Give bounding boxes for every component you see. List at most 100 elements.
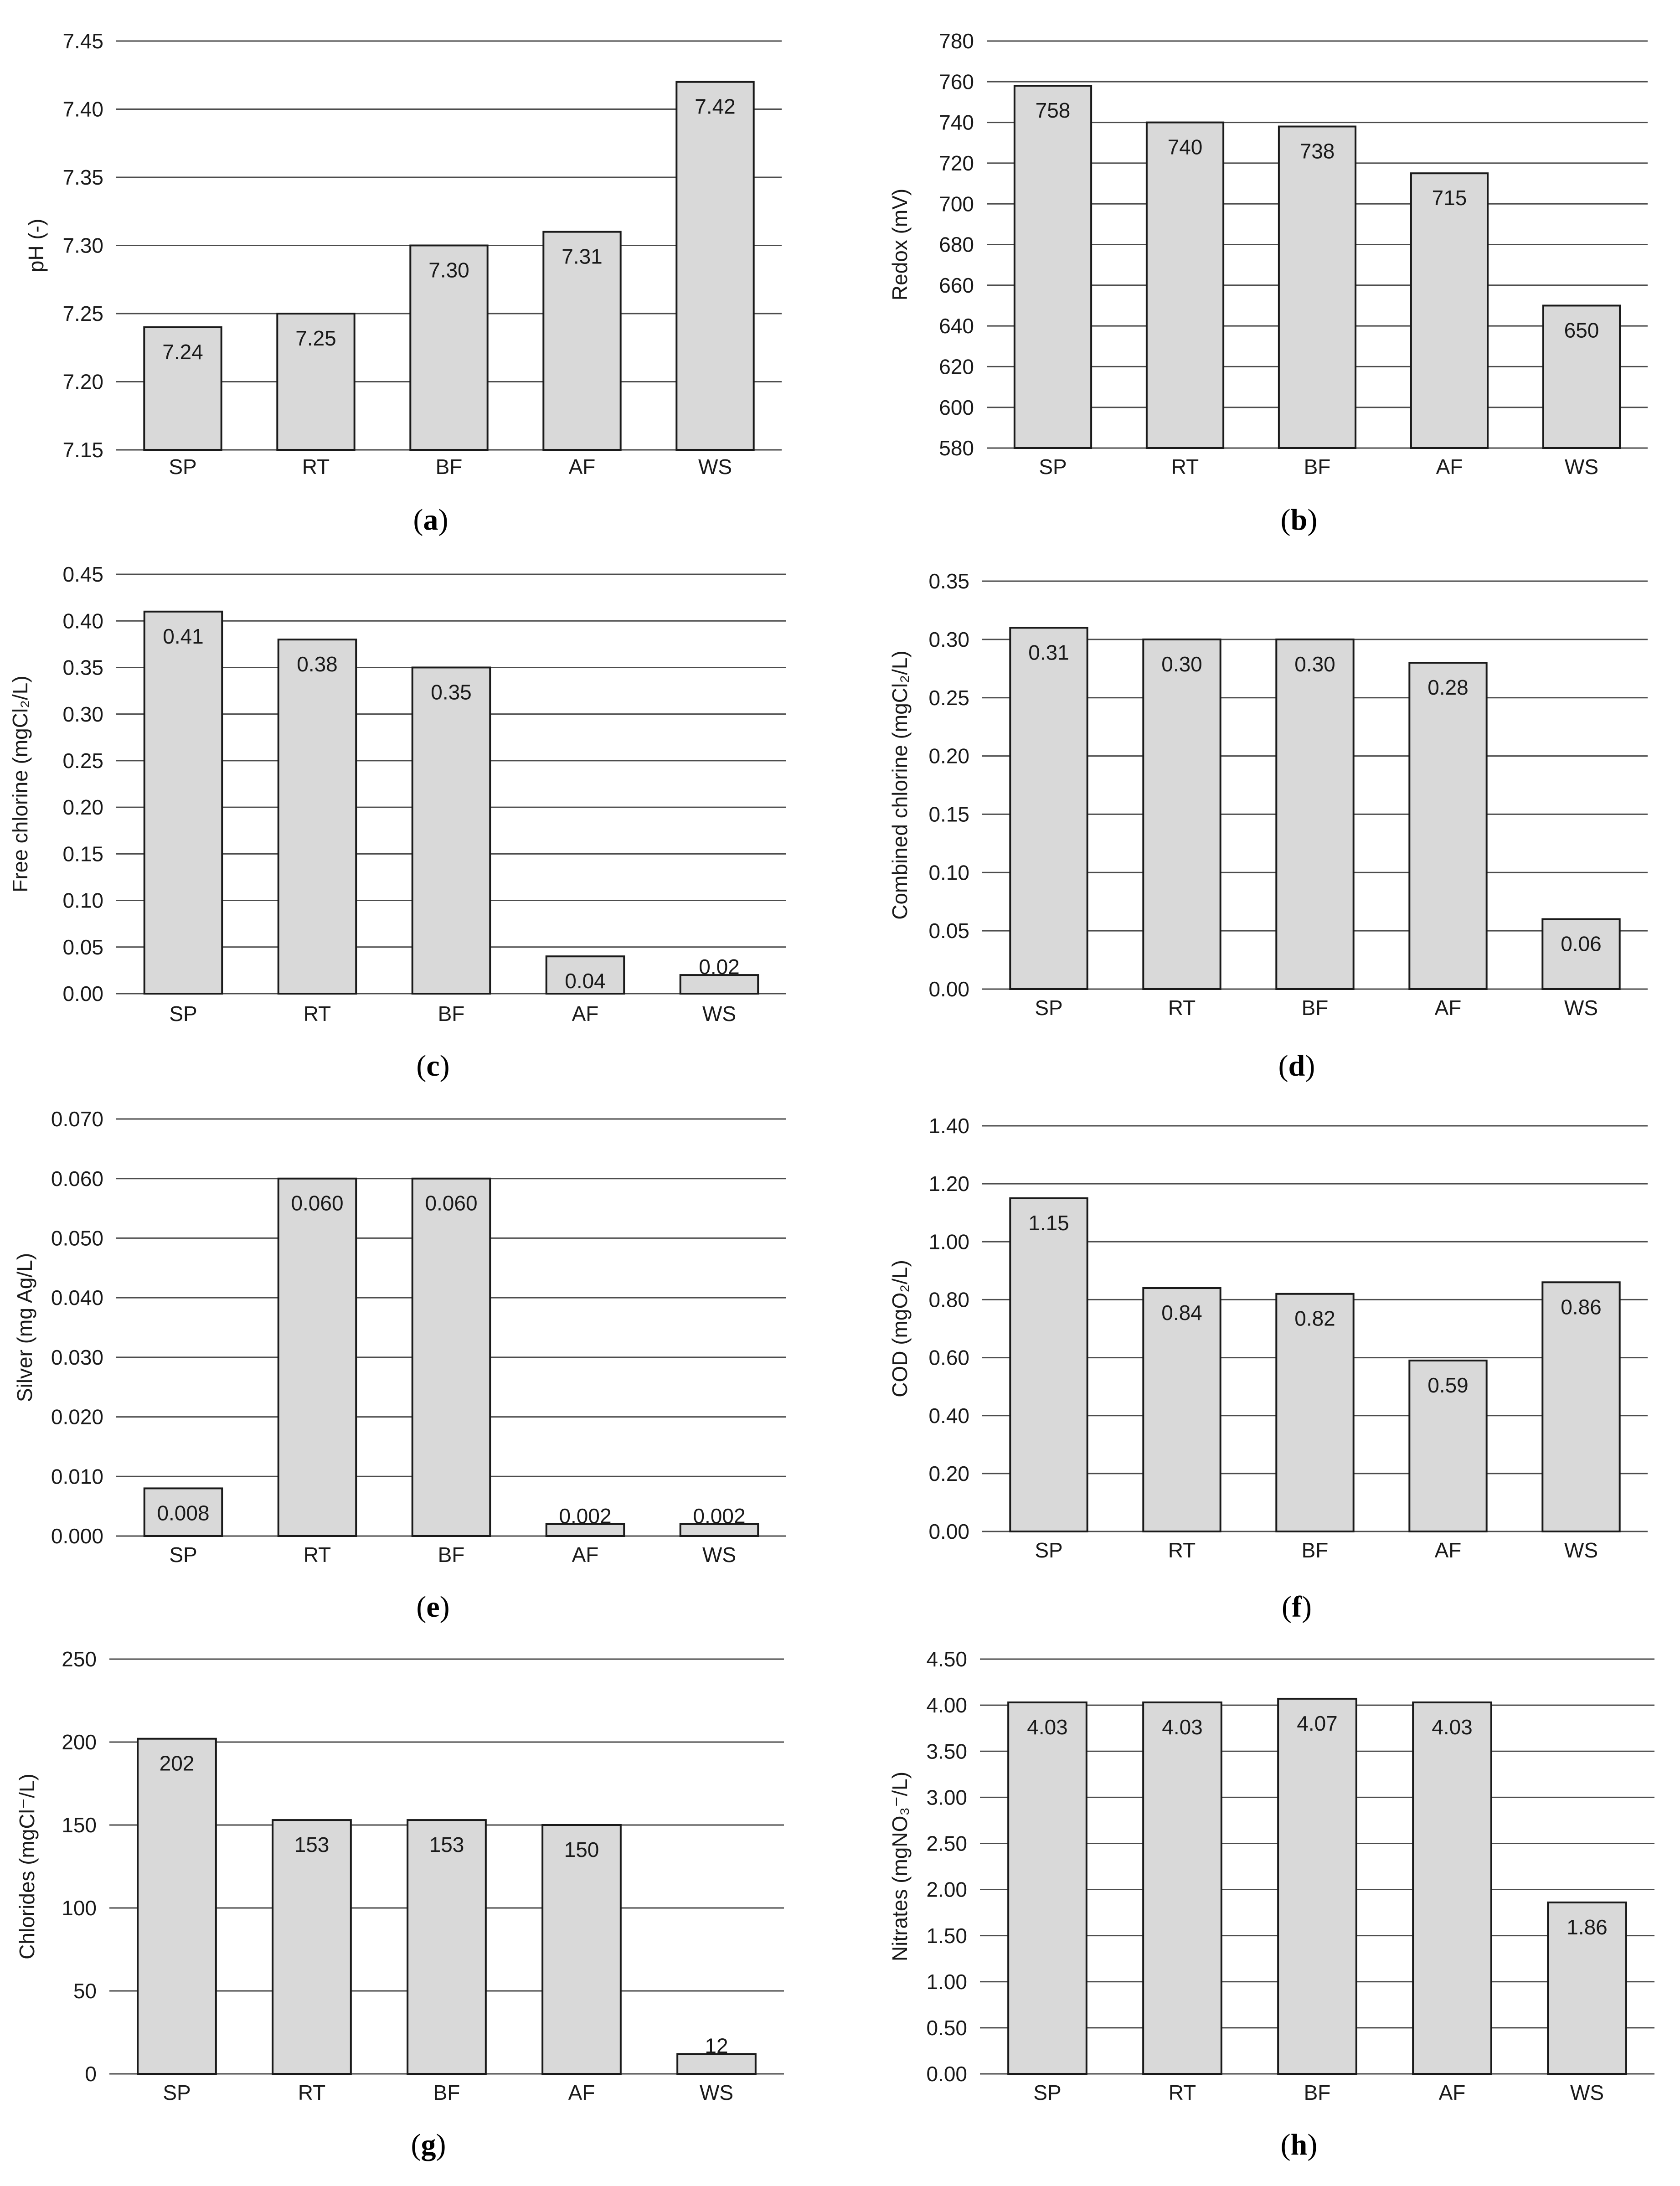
panel-letter: g (421, 2128, 436, 2161)
bar-value-label: 0.82 (1294, 1307, 1335, 1330)
y-tick-label: 7.35 (62, 165, 103, 189)
bar-value-label: 738 (1300, 139, 1335, 163)
bar-value-label: 202 (160, 1752, 195, 1775)
y-tick-label: 0.30 (928, 628, 969, 651)
y-axis-label: Silver (mg Ag/L) (13, 1253, 36, 1402)
y-tick-label: 600 (939, 396, 974, 419)
y-tick-label: 0.60 (928, 1346, 969, 1370)
x-tick-label: RT (1168, 996, 1196, 1020)
panel-letter: e (426, 1590, 439, 1624)
x-tick-label: WS (1564, 996, 1598, 1020)
panel-caption: (h) (1281, 2128, 1318, 2161)
y-tick-label: 580 (939, 436, 974, 460)
y-tick-label: 0.35 (62, 656, 103, 680)
bar (1145, 121, 1225, 449)
y-tick-label: 7.30 (62, 234, 103, 258)
bar (1408, 662, 1488, 990)
x-tick-label: SP (169, 1002, 197, 1026)
x-tick-label: BF (1302, 996, 1329, 1020)
bar-value-label: 0.84 (1161, 1301, 1202, 1325)
y-tick-label: 0.05 (928, 919, 969, 943)
bar-value-label: 7.31 (562, 245, 603, 268)
bar (1277, 1697, 1357, 2075)
bar (676, 2053, 757, 2075)
bar-value-label: 0.06 (1561, 932, 1602, 956)
bar (541, 1824, 622, 2075)
bar (143, 610, 223, 995)
bar-value-label: 4.03 (1027, 1715, 1068, 1739)
x-tick-label: AF (572, 1002, 599, 1026)
bar (545, 955, 625, 995)
bar-value-label: 4.03 (1432, 1715, 1473, 1739)
bar-value-label: 0.35 (431, 680, 472, 704)
x-tick-label: RT (1169, 2081, 1196, 2104)
x-tick-label: WS (1565, 455, 1598, 479)
bar-value-label: 7.30 (428, 258, 469, 282)
bar (1142, 638, 1221, 990)
bar-value-label: 7.42 (695, 95, 736, 119)
bar (1408, 1359, 1488, 1532)
y-tick-label: 620 (939, 355, 974, 379)
bar-value-label: 0.59 (1427, 1373, 1469, 1397)
x-tick-label: BF (1304, 455, 1331, 479)
bar (137, 1737, 217, 2075)
y-tick-label: 1.00 (926, 1970, 967, 1994)
bar (277, 1177, 357, 1537)
panel-caption: (g) (411, 2128, 446, 2161)
bar-value-label: 758 (1036, 98, 1071, 122)
bar (411, 1177, 491, 1537)
bar-value-label: 1.86 (1567, 1915, 1608, 1939)
x-tick-label: WS (702, 1002, 736, 1026)
chart-h: 0.00 0.50 1.00 1.50 2.00 2.50 3.00 3.50 4.00 4.50… (888, 1647, 1654, 2161)
x-tick-label: AF (1435, 1538, 1462, 1562)
x-tick-label: AF (1439, 2081, 1466, 2104)
bar (1547, 1901, 1627, 2075)
panel-caption: (b) (1281, 503, 1318, 536)
y-tick-label: 0.05 (62, 935, 103, 959)
x-tick-label: BF (438, 1543, 465, 1567)
y-tick-label: 780 (939, 29, 974, 53)
y-tick-label: 0.070 (51, 1107, 103, 1131)
y-tick-label: 0.10 (928, 861, 969, 884)
x-tick-label: SP (1035, 1538, 1062, 1562)
bar-value-label: 0.86 (1561, 1295, 1602, 1319)
y-axis-label: Free chlorine (mgCl₂/L) (8, 675, 32, 892)
chart-b: 580 600 620 640 660 680 700 720 740 760 780 Redox (… (888, 29, 1648, 536)
panel-letter: h (1291, 2128, 1308, 2161)
y-tick-label: 250 (62, 1647, 97, 1671)
bar-value-label: 0.28 (1427, 675, 1469, 699)
y-tick-label: 0 (85, 2062, 97, 2086)
y-axis-label: Chlorides (mgCl⁻/L) (15, 1774, 39, 1959)
chart-e: 0.000 0.010 0.020 0.030 0.040 0.050 0.060 0.070… (13, 1107, 786, 1624)
x-tick-label: BF (1304, 2081, 1331, 2104)
x-tick-label: BF (438, 1002, 465, 1026)
panel-caption: (d) (1278, 1049, 1315, 1083)
bar-value-label: 0.060 (425, 1191, 477, 1215)
panel-caption: (a) (413, 503, 448, 536)
bar-value-label: 715 (1432, 186, 1467, 210)
bar (407, 1819, 487, 2075)
panel-caption: (c) (416, 1049, 449, 1083)
x-tick-label: SP (1033, 2081, 1061, 2104)
panel-caption: (e) (416, 1590, 449, 1624)
bar (679, 974, 759, 995)
chart-d: 0.00 0.05 0.10 0.15 0.20 0.25 0.30 0.35 Combined… (888, 569, 1648, 1083)
x-tick-label: WS (702, 1543, 736, 1567)
y-tick-label: 0.00 (62, 982, 103, 1005)
y-tick-label: 680 (939, 233, 974, 257)
y-tick-label: 1.50 (926, 1924, 967, 1948)
x-tick-label: RT (298, 2081, 326, 2104)
x-tick-label: AF (1436, 455, 1463, 479)
bar-value-label: 4.07 (1297, 1712, 1338, 1735)
x-tick-label: RT (304, 1002, 331, 1026)
y-tick-label: 4.50 (926, 1647, 967, 1671)
y-tick-label: 0.00 (928, 977, 969, 1001)
bar (411, 666, 491, 995)
y-tick-label: 0.00 (926, 2062, 967, 2086)
bar-value-label: 0.41 (163, 624, 204, 648)
y-axis-label: Redox (mV) (888, 189, 912, 300)
bar-value-label: 0.30 (1161, 652, 1202, 676)
y-tick-label: 2.50 (926, 1832, 967, 1856)
bar (1412, 1701, 1492, 2075)
